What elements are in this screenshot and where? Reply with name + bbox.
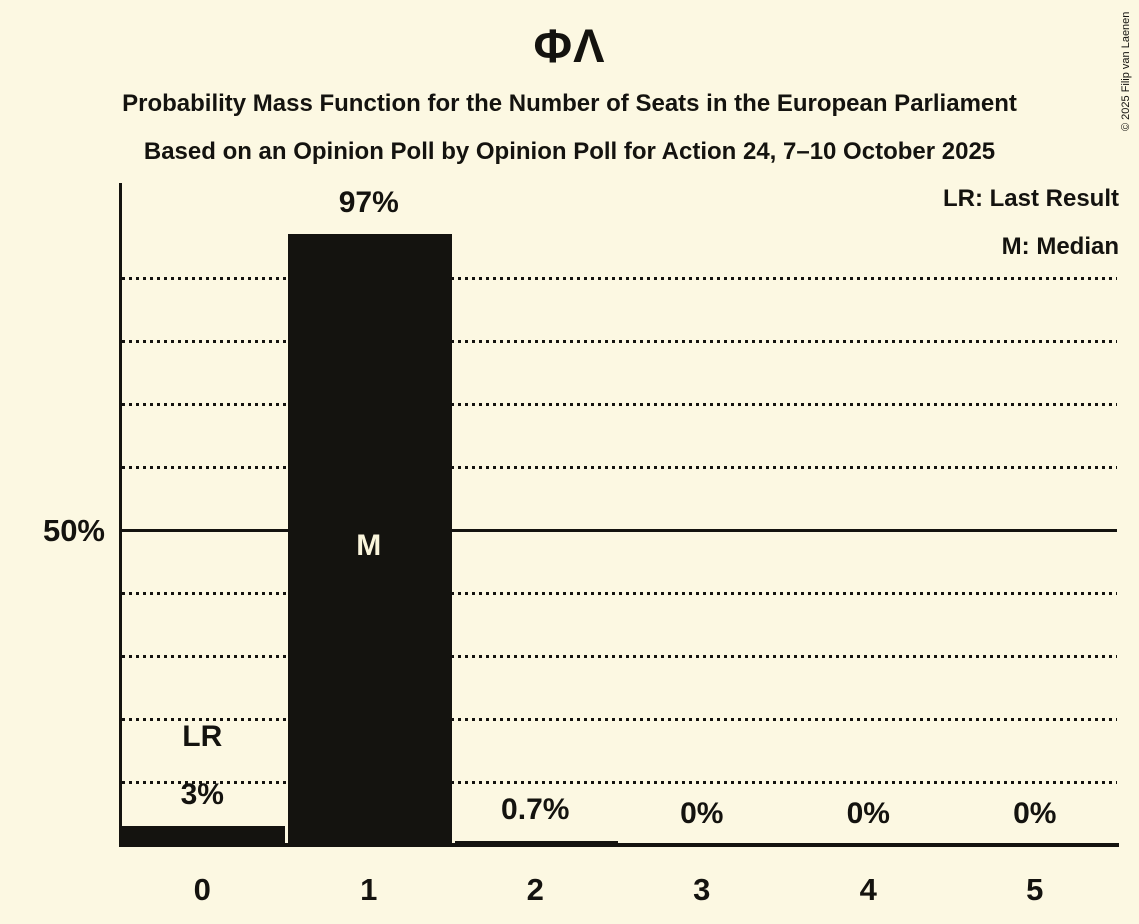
bar-value-label-5: 0% bbox=[1013, 797, 1057, 830]
x-axis-tick-label-0: 0 bbox=[193, 872, 211, 907]
x-axis-tick-label-2: 2 bbox=[526, 872, 544, 907]
median-marker: M bbox=[356, 529, 382, 562]
plot-area: 3% 97% 0.7% 0% 0% 0% LR M bbox=[119, 183, 1119, 847]
chart-title: ΦΛ bbox=[533, 19, 606, 72]
bar-value-label-0: 3% bbox=[180, 778, 224, 812]
bar-value-label-2: 0.7% bbox=[501, 792, 570, 826]
gridline-10pct bbox=[122, 780, 1117, 784]
bar-value-label-1: 97% bbox=[338, 185, 399, 219]
bar-2 bbox=[454, 840, 618, 845]
gridline-30pct bbox=[122, 654, 1117, 658]
y-axis-line bbox=[119, 183, 122, 847]
gridline-80pct bbox=[122, 339, 1117, 343]
y-axis-tick-label: 50% bbox=[42, 513, 105, 548]
legend-entry-last-result: LR: Last Result bbox=[942, 185, 1119, 212]
x-axis-tick-label-3: 3 bbox=[693, 872, 711, 907]
last-result-marker: LR bbox=[182, 720, 223, 754]
legend: LR: Last Result M: Median bbox=[943, 184, 1119, 280]
gridline-50pct-solid bbox=[122, 529, 1117, 532]
legend-entry-median: M: Median bbox=[1001, 233, 1119, 260]
chart-subtitle: Probability Mass Function for the Number… bbox=[122, 90, 1017, 117]
x-axis-tick-label-5: 5 bbox=[1026, 872, 1044, 907]
gridline-20pct bbox=[122, 717, 1117, 721]
bar-value-label-4: 0% bbox=[846, 797, 890, 830]
bar-value-label-3: 0% bbox=[680, 797, 724, 830]
gridline-90pct bbox=[122, 276, 1117, 280]
chart-subtitle-poll-info: Based on an Opinion Poll by Opinion Poll… bbox=[143, 138, 996, 165]
gridline-40pct bbox=[122, 591, 1117, 595]
x-axis-tick-label-1: 1 bbox=[360, 872, 378, 907]
x-axis-line bbox=[119, 843, 1119, 847]
bar-0 bbox=[121, 826, 285, 845]
gridline-60pct bbox=[122, 465, 1117, 469]
bar-1 bbox=[288, 233, 452, 845]
gridline-70pct bbox=[122, 402, 1117, 406]
x-axis-tick-label-4: 4 bbox=[859, 872, 877, 907]
